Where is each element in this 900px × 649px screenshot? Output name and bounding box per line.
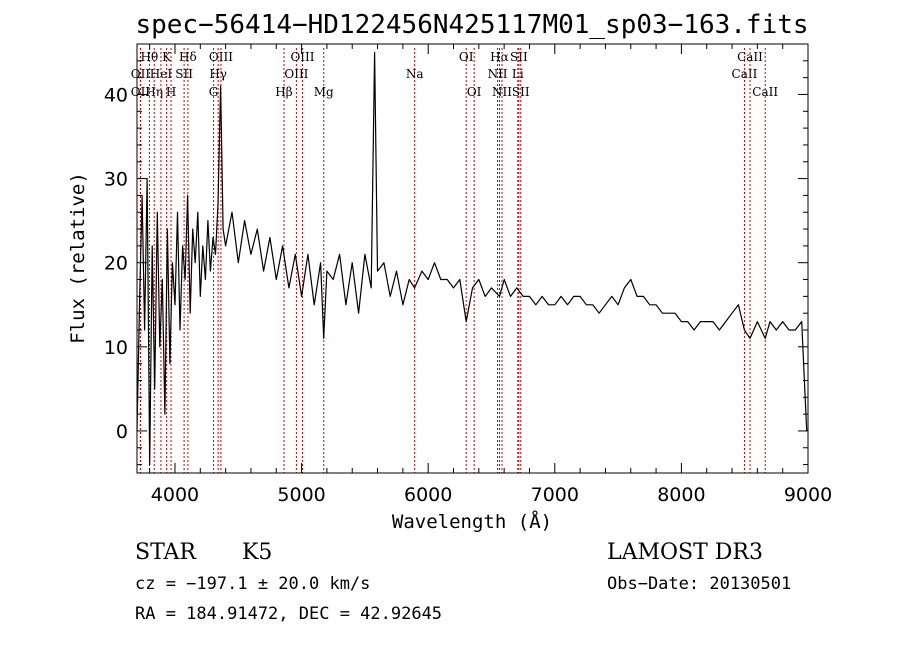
plot-frame (136, 43, 809, 474)
spectral-line-label-9: G (209, 85, 219, 99)
spectral-line-markers: HθOIIOIIHηHeIKHSIIHδGHγOIIIHβOIIIOIIIMgN… (131, 48, 778, 473)
y-tick-label-1: 10 (104, 337, 128, 359)
spectral-line-label-2: OII (131, 85, 151, 99)
y-tick-label-4: 40 (104, 84, 128, 106)
x-tick-label-0: 4000 (151, 484, 199, 506)
observation-date: Obs−Date: 20130501 (607, 574, 791, 594)
x-axis-label: Wavelength (Å) (392, 510, 552, 533)
spectrum-line-0 (136, 51, 808, 466)
spectral-line-label-4: HeI (150, 67, 173, 81)
spectral-line-label-27: CaII (752, 85, 778, 99)
y-tick-label-0: 0 (116, 421, 128, 443)
spectral-line-label-10: Hγ (209, 67, 227, 81)
spectral-line-label-7: SII (175, 67, 193, 81)
x-tick-label-3: 7000 (531, 484, 579, 506)
spectral-line-label-0: Hθ (141, 50, 159, 64)
y-tick-label-2: 20 (104, 253, 128, 275)
spectral-line-label-13: OIII (284, 67, 308, 81)
spectrum-series (136, 51, 808, 466)
spectral-line-label-5: K (162, 50, 172, 64)
chart-title: spec−56414−HD122456N425117M01_sp03−163.f… (135, 10, 808, 40)
spectral-line-label-8: Hδ (179, 50, 197, 64)
spectral-line-label-21: NII (492, 85, 512, 99)
spectral-line-label-11: OIII (209, 50, 233, 64)
x-tick-label-1: 5000 (277, 484, 325, 506)
spectral-line-label-24: SII (512, 85, 530, 99)
spectral-line-label-18: OI (467, 85, 482, 99)
spectral-line-label-15: Mg (314, 85, 334, 99)
spectral-line-label-12: Hβ (275, 85, 292, 99)
redshift-velocity: cz = −197.1 ± 20.0 km/s (135, 574, 370, 594)
spectral-line-label-17: OI (459, 50, 474, 64)
coordinates: RA = 184.91472, DEC = 42.92645 (135, 604, 442, 624)
object-class: STAR (135, 540, 197, 565)
object-subclass: K5 (242, 540, 272, 565)
axis-ticks: 4000 5000 6000 7000 8000 9000 0 10 20 30 40 (104, 43, 832, 506)
spectral-line-label-20: Hα (490, 50, 509, 64)
x-tick-label-2: 6000 (404, 484, 452, 506)
spectral-line-label-26: CaII (737, 50, 763, 64)
spectral-line-label-22: Li (512, 67, 524, 81)
survey-name: LAMOST DR3 (607, 540, 763, 565)
y-axis-label: Flux (relative) (67, 172, 89, 344)
x-tick-label-4: 8000 (657, 484, 705, 506)
spectral-line-label-6: H (166, 85, 176, 99)
y-tick-label-3: 30 (104, 169, 128, 191)
spectral-line-label-19: NII (488, 67, 508, 81)
spectral-line-label-25: CaII (732, 67, 758, 81)
spectral-line-label-23: SII (510, 50, 528, 64)
info-panel: STAR K5 LAMOST DR3 cz = −197.1 ± 20.0 km… (135, 540, 791, 624)
x-tick-label-5: 9000 (784, 484, 832, 506)
spectral-line-label-3: Hη (145, 85, 163, 99)
spectral-line-label-14: OIII (290, 50, 314, 64)
spectral-line-label-16: Na (406, 67, 424, 81)
